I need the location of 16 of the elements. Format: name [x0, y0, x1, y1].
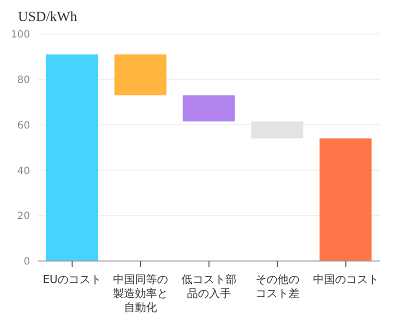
y-axis-title: USD/kWh — [18, 10, 78, 26]
y-tick-label: 100 — [10, 30, 30, 41]
bar — [114, 54, 166, 96]
x-tick-label: EUのコスト — [42, 273, 102, 286]
x-tick-label: 中国同等の製造効率と自動化 — [113, 273, 168, 314]
y-tick-label: 20 — [17, 211, 30, 222]
y-tick-label: 80 — [17, 74, 30, 86]
y-tick-label: 0 — [24, 256, 30, 268]
y-tick-label: 60 — [17, 120, 30, 132]
bar — [46, 54, 98, 261]
x-tick-label: 中国のコスト — [312, 273, 379, 286]
x-tick-label: 低コスト部品の入手 — [182, 273, 236, 300]
bar — [182, 95, 235, 122]
bar — [320, 138, 372, 261]
y-tick-label: 40 — [17, 166, 30, 177]
x-tick-label: その他のコスト差 — [255, 273, 300, 300]
